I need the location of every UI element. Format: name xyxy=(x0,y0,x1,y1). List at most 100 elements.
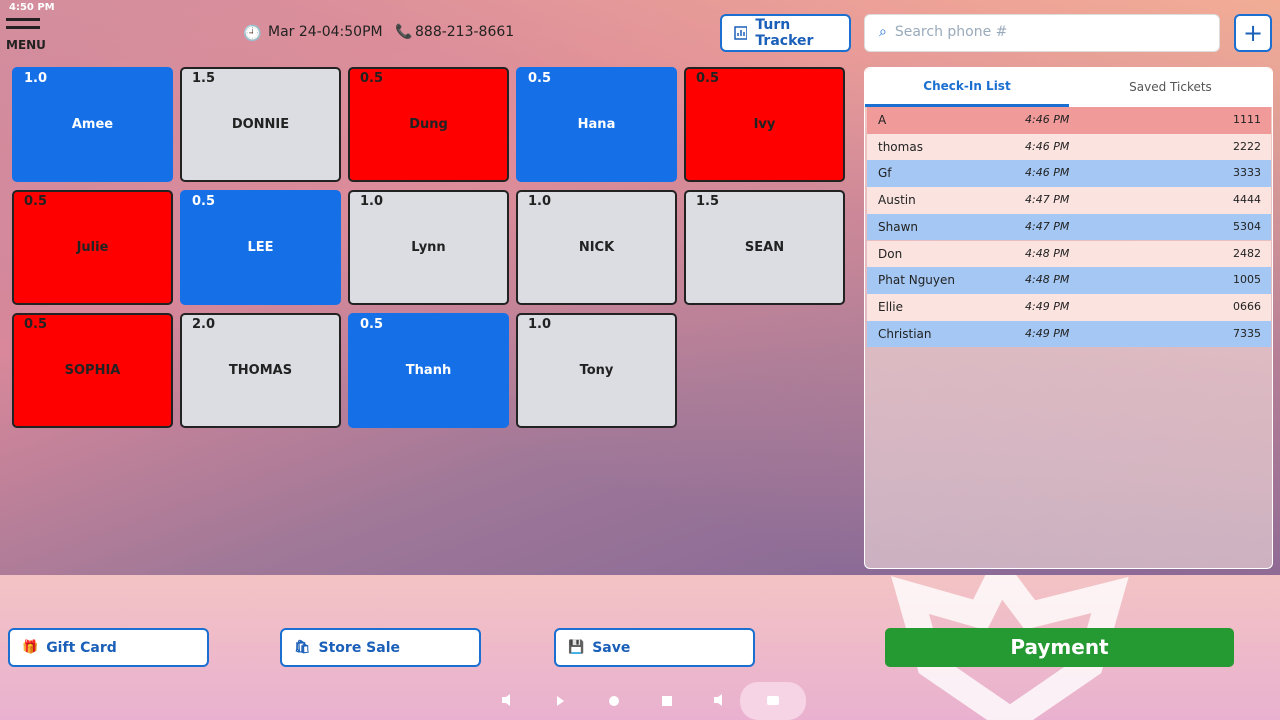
search-icon: ⌕ xyxy=(879,24,887,40)
turn-count: 0.5 xyxy=(24,194,48,209)
customer-phone: 1111 xyxy=(1233,113,1261,126)
tab[interactable]: Saved Tickets xyxy=(1069,68,1272,107)
customer-name: Austin xyxy=(878,193,916,208)
staff-name: NICK xyxy=(578,240,615,255)
staff-tile[interactable]: 0.5 SOPHIA xyxy=(12,313,173,428)
action-button[interactable]: 🎁 Gift Card xyxy=(8,628,209,667)
clock-icon: 🕘 xyxy=(243,24,262,42)
button-icon: 🎁 xyxy=(22,640,39,655)
checkin-row[interactable]: Christian 4:49 PM 7335 xyxy=(867,320,1271,348)
turn-tracker-button[interactable]: Turn Tracker xyxy=(720,14,851,52)
search-input[interactable]: ⌕ Search phone # xyxy=(864,14,1220,52)
customer-name: Gf xyxy=(878,166,892,181)
menu-label: MENU xyxy=(6,38,46,52)
add-button[interactable]: + xyxy=(1234,14,1272,52)
customer-phone: 3333 xyxy=(1233,166,1261,180)
turn-count: 0.5 xyxy=(360,71,384,86)
button-label: Save xyxy=(592,639,631,656)
turn-count: 0.5 xyxy=(192,194,216,209)
turn-count: 2.0 xyxy=(192,317,216,332)
datetime: Mar 24-04:50PM xyxy=(268,24,383,40)
staff-tile[interactable]: 1.0 Lynn xyxy=(348,190,509,305)
customer-phone: 7335 xyxy=(1233,326,1261,340)
staff-tile[interactable]: 1.0 Tony xyxy=(516,313,677,428)
action-button[interactable]: 🛍 Store Sale xyxy=(280,628,481,667)
checkin-time: 4:46 PM xyxy=(1025,139,1070,153)
search-placeholder: Search phone # xyxy=(894,24,1008,40)
checkin-time: 4:48 PM xyxy=(1025,246,1070,260)
staff-tile[interactable]: 0.5 Dung xyxy=(348,67,509,182)
action-button[interactable]: 💾 Save xyxy=(554,628,755,667)
staff-name: SOPHIA xyxy=(64,363,121,378)
checkin-time: 4:46 PM xyxy=(1025,166,1070,180)
staff-tile[interactable]: 1.0 Amee xyxy=(12,67,173,182)
checkin-row[interactable]: Ellie 4:49 PM 0666 xyxy=(867,293,1271,321)
tab[interactable]: Check-In List xyxy=(865,68,1069,107)
button-icon: 🛍 xyxy=(294,640,311,655)
staff-tile[interactable]: 0.5 Hana xyxy=(516,67,677,182)
tab-bar xyxy=(865,68,1272,107)
checkin-time: 4:48 PM xyxy=(1025,273,1070,287)
checkin-time: 4:49 PM xyxy=(1025,326,1070,340)
button-label: Store Sale xyxy=(318,639,401,656)
staff-tile[interactable]: 0.5 LEE xyxy=(180,190,341,305)
staff-name: SEAN xyxy=(744,240,785,255)
staff-name: Julie xyxy=(76,240,109,255)
customer-name: Christian xyxy=(878,326,932,341)
customer-name: thomas xyxy=(878,139,923,154)
customer-name: Phat Nguyen xyxy=(878,273,956,288)
checkin-time: 4:47 PM xyxy=(1025,219,1070,233)
staff-name: THOMAS xyxy=(228,363,293,378)
chart-icon xyxy=(734,26,748,40)
customer-name: Shawn xyxy=(878,219,918,234)
staff-name: Amee xyxy=(71,117,114,132)
customer-name: Don xyxy=(878,246,903,261)
staff-tile[interactable]: 0.5 Julie xyxy=(12,190,173,305)
checkin-time: 4:46 PM xyxy=(1025,113,1070,126)
turn-count: 1.0 xyxy=(528,194,552,209)
checkin-time: 4:47 PM xyxy=(1025,193,1070,207)
checkin-row[interactable]: Shawn 4:47 PM 5304 xyxy=(867,213,1271,241)
turn-count: 1.0 xyxy=(24,71,48,86)
checkin-panel: Check-In List Saved Tickets A 4:46 PM 1111… xyxy=(864,67,1273,569)
button-label: Gift Card xyxy=(46,639,117,656)
customer-name: Ellie xyxy=(878,299,903,314)
staff-tile[interactable]: 1.5 SEAN xyxy=(684,190,845,305)
menu-button[interactable]: MENU xyxy=(6,16,46,53)
payment-button[interactable]: Payment xyxy=(885,628,1234,667)
turn-count: 1.0 xyxy=(360,194,384,209)
staff-name: Thanh xyxy=(405,363,452,378)
staff-tile[interactable]: 2.0 THOMAS xyxy=(180,313,341,428)
customer-phone: 1005 xyxy=(1233,273,1261,287)
customer-name: A xyxy=(878,113,887,127)
staff-tile[interactable]: 0.5 Thanh xyxy=(348,313,509,428)
customer-phone: 2222 xyxy=(1233,139,1261,153)
logo-watermark xyxy=(891,575,1129,720)
store-phone: 888-213-8661 xyxy=(415,24,515,40)
staff-name: Lynn xyxy=(411,240,446,255)
turn-count: 0.5 xyxy=(696,71,720,86)
checkin-row[interactable]: Gf 4:46 PM 3333 xyxy=(867,160,1271,188)
tab-label: Check-In List xyxy=(923,79,1011,93)
checkin-row[interactable]: thomas 4:46 PM 2222 xyxy=(867,133,1271,161)
turn-count: 0.5 xyxy=(24,317,48,332)
customer-phone: 2482 xyxy=(1233,246,1261,260)
turn-count: 0.5 xyxy=(528,71,552,86)
nav-bar xyxy=(502,682,806,720)
staff-tile[interactable]: 1.0 NICK xyxy=(516,190,677,305)
checkin-row[interactable]: Austin 4:47 PM 4444 xyxy=(867,187,1271,214)
checkin-row[interactable]: Don 4:48 PM 2482 xyxy=(867,240,1271,268)
staff-name: LEE xyxy=(247,240,274,255)
staff-name: Hana xyxy=(577,117,616,132)
checkin-row[interactable]: Phat Nguyen 4:48 PM 1005 xyxy=(867,267,1271,294)
turn-count: 1.5 xyxy=(696,194,720,209)
turn-count: 1.0 xyxy=(528,317,552,332)
staff-tile[interactable]: 1.5 DONNIE xyxy=(180,67,341,182)
checkin-row[interactable]: A 4:46 PM 1111 xyxy=(867,107,1271,134)
payment-label: Payment xyxy=(1010,635,1109,659)
customer-phone: 4444 xyxy=(1233,193,1261,207)
customer-phone: 0666 xyxy=(1233,299,1261,313)
staff-tile[interactable]: 0.5 Ivy xyxy=(684,67,845,182)
